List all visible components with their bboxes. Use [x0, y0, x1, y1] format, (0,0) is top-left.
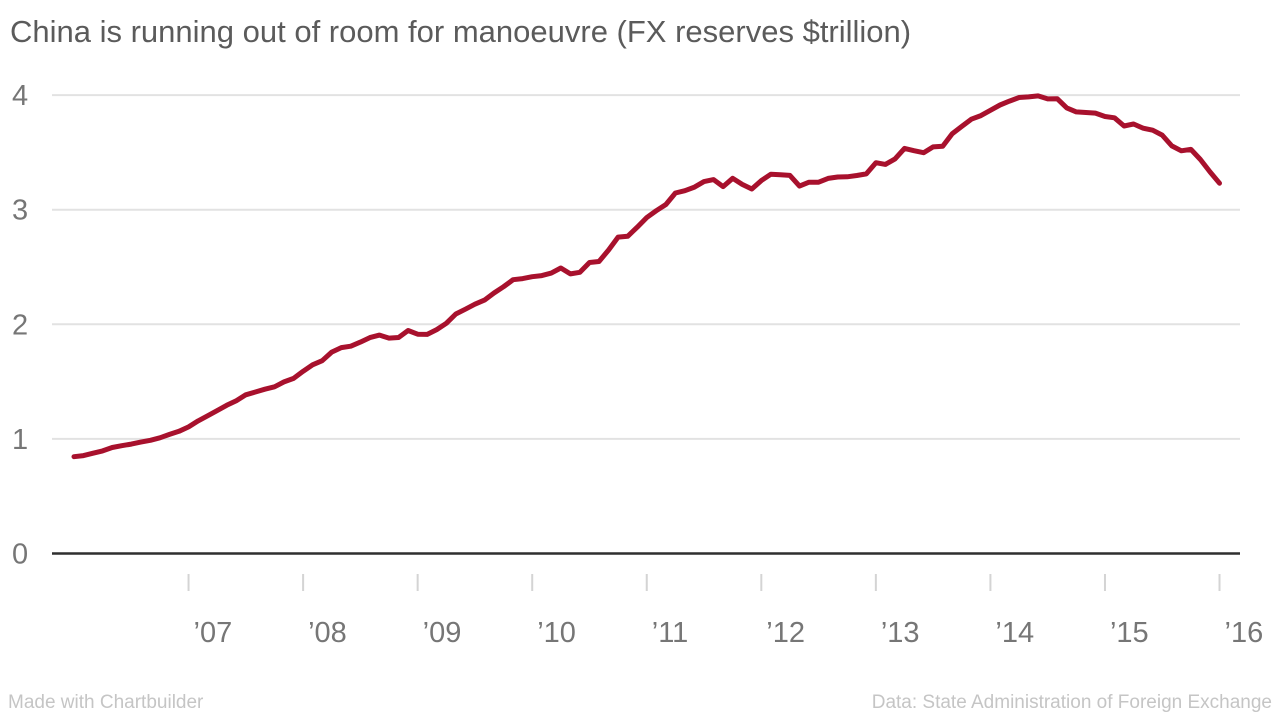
x-axis-ticks [187, 574, 1221, 591]
x-axis-label: ’12 [766, 617, 805, 649]
fx-reserves-series [71, 93, 1222, 460]
x-axis-label: ’08 [308, 617, 347, 649]
x-axis-label: ’09 [423, 617, 462, 649]
y-axis-labels: 0 1 2 3 4 [12, 80, 28, 570]
x-axis-label: ’11 [652, 617, 689, 649]
y-axis-label: 4 [12, 80, 28, 112]
x-axis-label: ’16 [1225, 617, 1264, 649]
y-axis-label: 3 [12, 195, 28, 227]
x-axis-label: ’07 [194, 617, 233, 649]
y-axis-label: 2 [12, 309, 28, 341]
chart-title: China is running out of room for manoeuv… [10, 14, 912, 49]
y-axis-label: 0 [12, 539, 28, 571]
x-axis-label: ’14 [995, 617, 1034, 649]
x-axis-label: ’10 [537, 617, 576, 649]
chartbuilder-credit: Made with Chartbuilder [8, 692, 204, 713]
x-axis-label: ’15 [1110, 617, 1149, 649]
gridlines [52, 94, 1240, 555]
x-axis-label: ’13 [881, 617, 920, 649]
data-source-credit: Data: State Administration of Foreign Ex… [871, 692, 1272, 713]
fx-reserves-line [71, 93, 1222, 460]
y-axis-label: 1 [12, 424, 28, 456]
x-axis-labels: ’07 ’08 ’09 ’10 ’11 ’12 ’13 ’14 ’15 ’16 [194, 617, 1264, 649]
